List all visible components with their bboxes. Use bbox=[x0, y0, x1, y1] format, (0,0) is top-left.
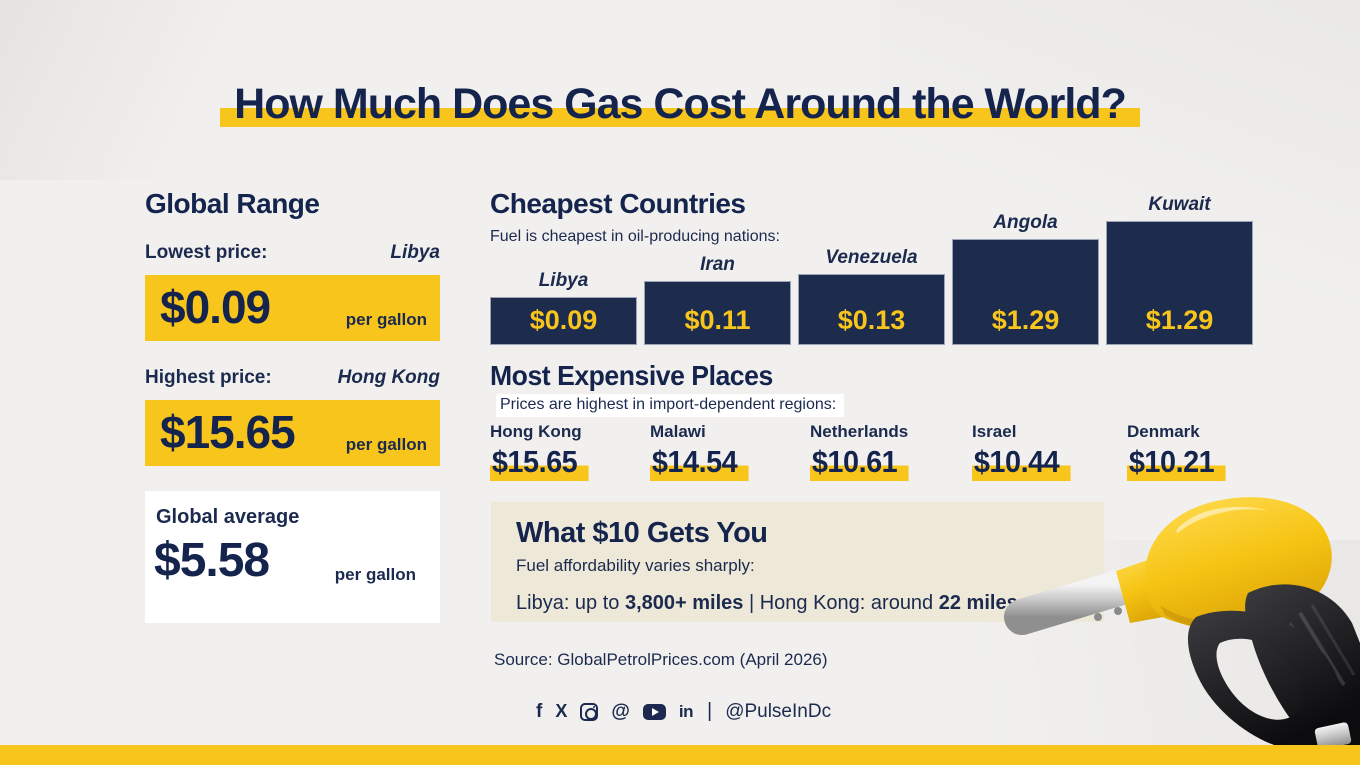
bar-column-iran: Iran $0.11 bbox=[644, 254, 791, 345]
bar: $0.09 bbox=[490, 297, 637, 345]
per-gallon-label: per gallon bbox=[345, 435, 427, 454]
bar-value-label: $0.13 bbox=[837, 305, 906, 335]
page-title: How Much Does Gas Cost Around the World? bbox=[220, 80, 1140, 129]
expensive-item-malawi: Malawi $14.54 bbox=[650, 422, 756, 482]
global-range-heading: Global Range bbox=[145, 188, 320, 219]
bar-category-label: Venezuela bbox=[825, 247, 918, 268]
facebook-icon[interactable]: f bbox=[536, 700, 543, 722]
global-average-card: Global average $5.58 per gallon bbox=[145, 491, 440, 623]
x-icon[interactable]: X bbox=[555, 701, 568, 721]
what-ten-heading: What $10 Gets You bbox=[516, 517, 768, 549]
bar-value-label: $1.29 bbox=[1145, 305, 1214, 335]
what-ten-segment: | Hong Kong: around bbox=[743, 592, 939, 614]
source-attribution: Source: GlobalPetrolPrices.com (April 20… bbox=[494, 650, 828, 669]
linkedin-icon[interactable]: in bbox=[678, 701, 694, 721]
expensive-country: Hong Kong bbox=[490, 422, 582, 441]
most-expensive-heading: Most Expensive Places bbox=[490, 360, 773, 391]
footer-accent-bar bbox=[0, 745, 1360, 765]
expensive-item-netherlands: Netherlands $10.61 bbox=[810, 422, 916, 482]
bar-value-label: $1.29 bbox=[991, 305, 1060, 335]
global-average-label: Global average bbox=[156, 506, 300, 528]
highest-price-card: $15.65 per gallon bbox=[145, 400, 440, 466]
highest-price-row: Highest price: Hong Kong bbox=[145, 367, 440, 389]
expensive-country: Israel bbox=[972, 422, 1017, 441]
social-media-row: f X @ in | @PulseInDc bbox=[536, 700, 831, 723]
what-ten-miles-libya: 3,800+ miles bbox=[624, 592, 744, 614]
per-gallon-label: per gallon bbox=[345, 310, 427, 329]
bar-column-venezuela: Venezuela $0.13 bbox=[798, 247, 945, 345]
right-column: Cheapest Countries Fuel is cheapest in o… bbox=[490, 188, 1256, 748]
highest-price-value: $15.65 bbox=[160, 406, 296, 459]
bar-value-label: $0.11 bbox=[684, 305, 751, 335]
expensive-country: Malawi bbox=[650, 422, 706, 441]
bar: $1.29 bbox=[952, 239, 1099, 345]
social-handle[interactable]: @PulseInDc bbox=[725, 700, 832, 722]
lowest-price-label: Lowest price: bbox=[145, 242, 268, 263]
bar: $0.13 bbox=[798, 274, 945, 345]
threads-icon[interactable]: @ bbox=[611, 700, 630, 722]
bar: $1.29 bbox=[1106, 221, 1253, 345]
what-ten-dollars-card: What $10 Gets You Fuel affordability var… bbox=[491, 502, 1104, 622]
bar-category-label: Angola bbox=[993, 212, 1058, 233]
highest-price-label: Highest price: bbox=[145, 367, 272, 388]
bar-column-kuwait: Kuwait $1.29 bbox=[1106, 194, 1253, 345]
expensive-price: $15.65 bbox=[490, 444, 589, 482]
global-average-value: $5.58 bbox=[154, 534, 270, 587]
gas-nozzle-image bbox=[1004, 497, 1360, 745]
bar-column-libya: Libya $0.09 bbox=[490, 270, 637, 345]
expensive-price: $10.21 bbox=[1127, 444, 1226, 482]
bar-column-angola: Angola $1.29 bbox=[952, 212, 1099, 345]
what-ten-segment: Libya: up to bbox=[516, 592, 625, 614]
lowest-price-country: Libya bbox=[390, 242, 440, 263]
bar-category-label: Kuwait bbox=[1148, 194, 1211, 215]
bar-category-label: Iran bbox=[700, 254, 735, 275]
cheapest-countries-bar-chart: Libya $0.09 Iran $0.11 Venezuela $0.13 A… bbox=[490, 190, 1253, 345]
bar-category-label: Libya bbox=[538, 270, 589, 291]
expensive-country: Denmark bbox=[1127, 422, 1200, 441]
per-gallon-label: per gallon bbox=[334, 565, 416, 584]
separator: | bbox=[706, 700, 713, 722]
expensive-price: $14.54 bbox=[650, 444, 749, 482]
lowest-price-card: $0.09 per gallon bbox=[145, 275, 440, 341]
cheapest-countries-heading: Cheapest Countries bbox=[490, 188, 746, 219]
most-expensive-subtitle: Prices are highest in import-dependent r… bbox=[496, 394, 845, 417]
what-ten-miles-hong-kong: 22 miles bbox=[938, 592, 1018, 614]
lowest-price-row: Lowest price: Libya bbox=[145, 242, 440, 264]
header: How Much Does Gas Cost Around the World? bbox=[0, 80, 1360, 129]
expensive-item-israel: Israel $10.44 bbox=[972, 422, 1078, 482]
youtube-icon[interactable] bbox=[642, 703, 666, 720]
what-ten-subtitle: Fuel affordability varies sharply: bbox=[516, 556, 755, 575]
what-ten-comparison: Libya: up to 3,800+ miles | Hong Kong: a… bbox=[516, 592, 1104, 615]
expensive-price: $10.44 bbox=[972, 444, 1071, 482]
lowest-price-value: $0.09 bbox=[160, 281, 271, 334]
expensive-item-hong-kong: Hong Kong $15.65 bbox=[490, 422, 596, 482]
instagram-icon[interactable] bbox=[580, 702, 599, 721]
global-range-section: Global Range Lowest price: Libya $0.09 p… bbox=[145, 188, 440, 623]
bar: $0.11 bbox=[644, 281, 791, 345]
bar-value-label: $0.09 bbox=[529, 305, 598, 335]
expensive-country: Netherlands bbox=[810, 422, 909, 441]
expensive-item-denmark: Denmark $10.21 bbox=[1127, 422, 1233, 482]
expensive-price: $10.61 bbox=[810, 444, 909, 482]
highest-price-country: Hong Kong bbox=[337, 367, 440, 388]
cheapest-countries-subtitle: Fuel is cheapest in oil-producing nation… bbox=[490, 228, 780, 245]
